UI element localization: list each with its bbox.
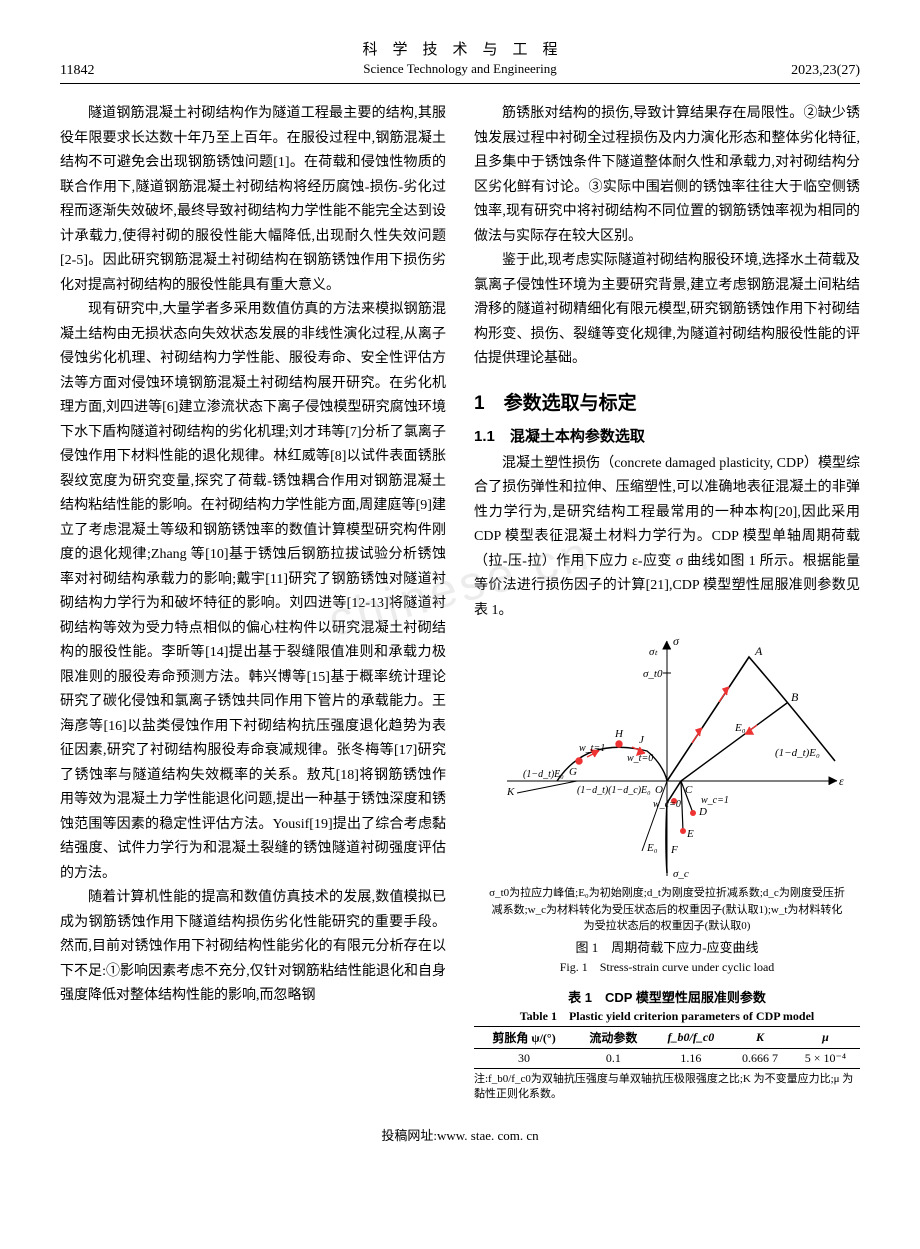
table-1-caption-cn: 表 1 CDP 模型塑性屈服准则参数 [474,987,860,1006]
section-1-title: 1 参数选取与标定 [474,388,860,415]
point-D: D [698,806,707,818]
wc1: w_c=1 [701,795,729,806]
journal-title-en: Science Technology and Engineering [60,60,860,78]
table-header: 流动参数 [574,1026,653,1048]
figure-1-note: σ_t0为拉应力峰值;E₀为初始刚度;d_t为刚度受拉折减系数;d_c为刚度受压… [488,885,846,935]
point-G: G [569,766,577,778]
table-row: 30 0.1 1.16 0.666 7 5 × 10⁻⁴ [474,1048,860,1068]
table-header: 剪胀角 ψ/(°) [474,1026,574,1048]
table-1-note: 注:f_b0/f_c0为双轴抗压强度与单双轴抗压极限强度之比;K 为不变量应力比… [474,1072,860,1104]
table-cell: 30 [474,1048,574,1068]
table-cell: 0.666 7 [729,1048,791,1068]
table-cell: 0.1 [574,1048,653,1068]
E0-label-a: E₀ [734,722,746,734]
page-number: 11842 [60,63,94,79]
point-O: O [655,784,663,796]
point-B: B [791,690,799,704]
table-cell: 1.16 [653,1048,730,1068]
stress-strain-curve-svg: σ σₜ σ_t0 A B C D E F G H J K O [487,631,847,879]
right-column: 筋锈胀对结构的损伤,导致计算结果存在局限性。②缺少锈蚀发展过程中衬砌全过程损伤及… [474,102,860,1103]
one-minus-dt-E0: (1−d_t)E₀ [775,747,820,759]
sigma-t-label: σₜ [649,646,658,658]
figure-1-caption-cn: 图 1 周期荷载下应力-应变曲线 [474,937,860,956]
page-header: 11842 科 学 技 术 与 工 程 Science Technology a… [60,40,860,84]
table-header: K [729,1026,791,1048]
table-1: 剪胀角 ψ/(°) 流动参数 f_b0/f_c0 K μ 30 0.1 1.16… [474,1026,860,1069]
table-cell: 5 × 10⁻⁴ [791,1048,860,1068]
journal-title-cn: 科 学 技 术 与 工 程 [60,40,860,60]
left-slope-2: (1−d_t)(1−d_c)E₀ [577,785,651,796]
point-H: H [614,728,624,740]
wc0: w_c=0 [653,799,681,810]
left-para-3: 随着计算机性能的提高和数值仿真技术的发展,数值模拟已成为钢筋锈蚀作用下隧道结构损… [60,886,446,1009]
point-A: A [754,644,763,658]
right-para-1: 筋锈胀对结构的损伤,导致计算结果存在局限性。②缺少锈蚀发展过程中衬砌全过程损伤及… [474,102,860,249]
journal-title: 科 学 技 术 与 工 程 Science Technology and Eng… [60,40,860,78]
left-slope-1: (1−d_t)E₀ [523,769,564,780]
section-1-1-title: 1.1 混凝土本构参数选取 [474,425,860,446]
axis-sigma-label: σ [673,634,680,648]
content-columns: 隧道钢筋混凝土衬砌结构作为隧道工程最主要的结构,其服役年限要求长达数十年乃至上百… [60,102,860,1103]
page-footer: 投稿网址:www. stae. com. cn [60,1125,860,1144]
table-header: f_b0/f_c0 [653,1026,730,1048]
right-para-2: 鉴于此,现考虑实际隧道衬砌结构服役环境,选择水土荷载及氯离子侵蚀性环境为主要研究… [474,249,860,372]
table-row: 剪胀角 ψ/(°) 流动参数 f_b0/f_c0 K μ [474,1026,860,1048]
page: chinese.cn 11842 科 学 技 术 与 工 程 Science T… [0,0,920,1174]
sigma-c-label: σ_c [673,868,689,879]
right-para-3: 混凝土塑性损伤（concrete damaged plasticity, CDP… [474,452,860,624]
point-C: C [685,784,693,796]
E0-label-b: E₀ [646,842,658,854]
left-para-1: 隧道钢筋混凝土衬砌结构作为隧道工程最主要的结构,其服役年限要求长达数十年乃至上百… [60,102,446,298]
left-column: 隧道钢筋混凝土衬砌结构作为隧道工程最主要的结构,其服役年限要求长达数十年乃至上百… [60,102,446,1103]
point-K: K [506,786,515,798]
point-F: F [670,844,678,856]
axis-epsilon-label: ε [839,774,844,788]
table-1-caption-en: Table 1 Plastic yield criterion paramete… [474,1007,860,1024]
point-E: E [686,828,694,840]
issue-label: 2023,23(27) [791,63,860,79]
figure-1: σ σₜ σ_t0 A B C D E F G H J K O [474,631,860,975]
wt0: w_t=0 [627,753,653,764]
point-J: J [639,734,645,746]
wt1: w_t=1 [579,743,605,754]
figure-1-caption-en: Fig. 1 Stress-strain curve under cyclic … [474,958,860,975]
table-header: μ [791,1026,860,1048]
sigma-t0-label: σ_t0 [643,668,663,680]
left-para-2: 现有研究中,大量学者多采用数值仿真的方法来模拟钢筋混凝土结构由无损状态向失效状态… [60,298,446,886]
